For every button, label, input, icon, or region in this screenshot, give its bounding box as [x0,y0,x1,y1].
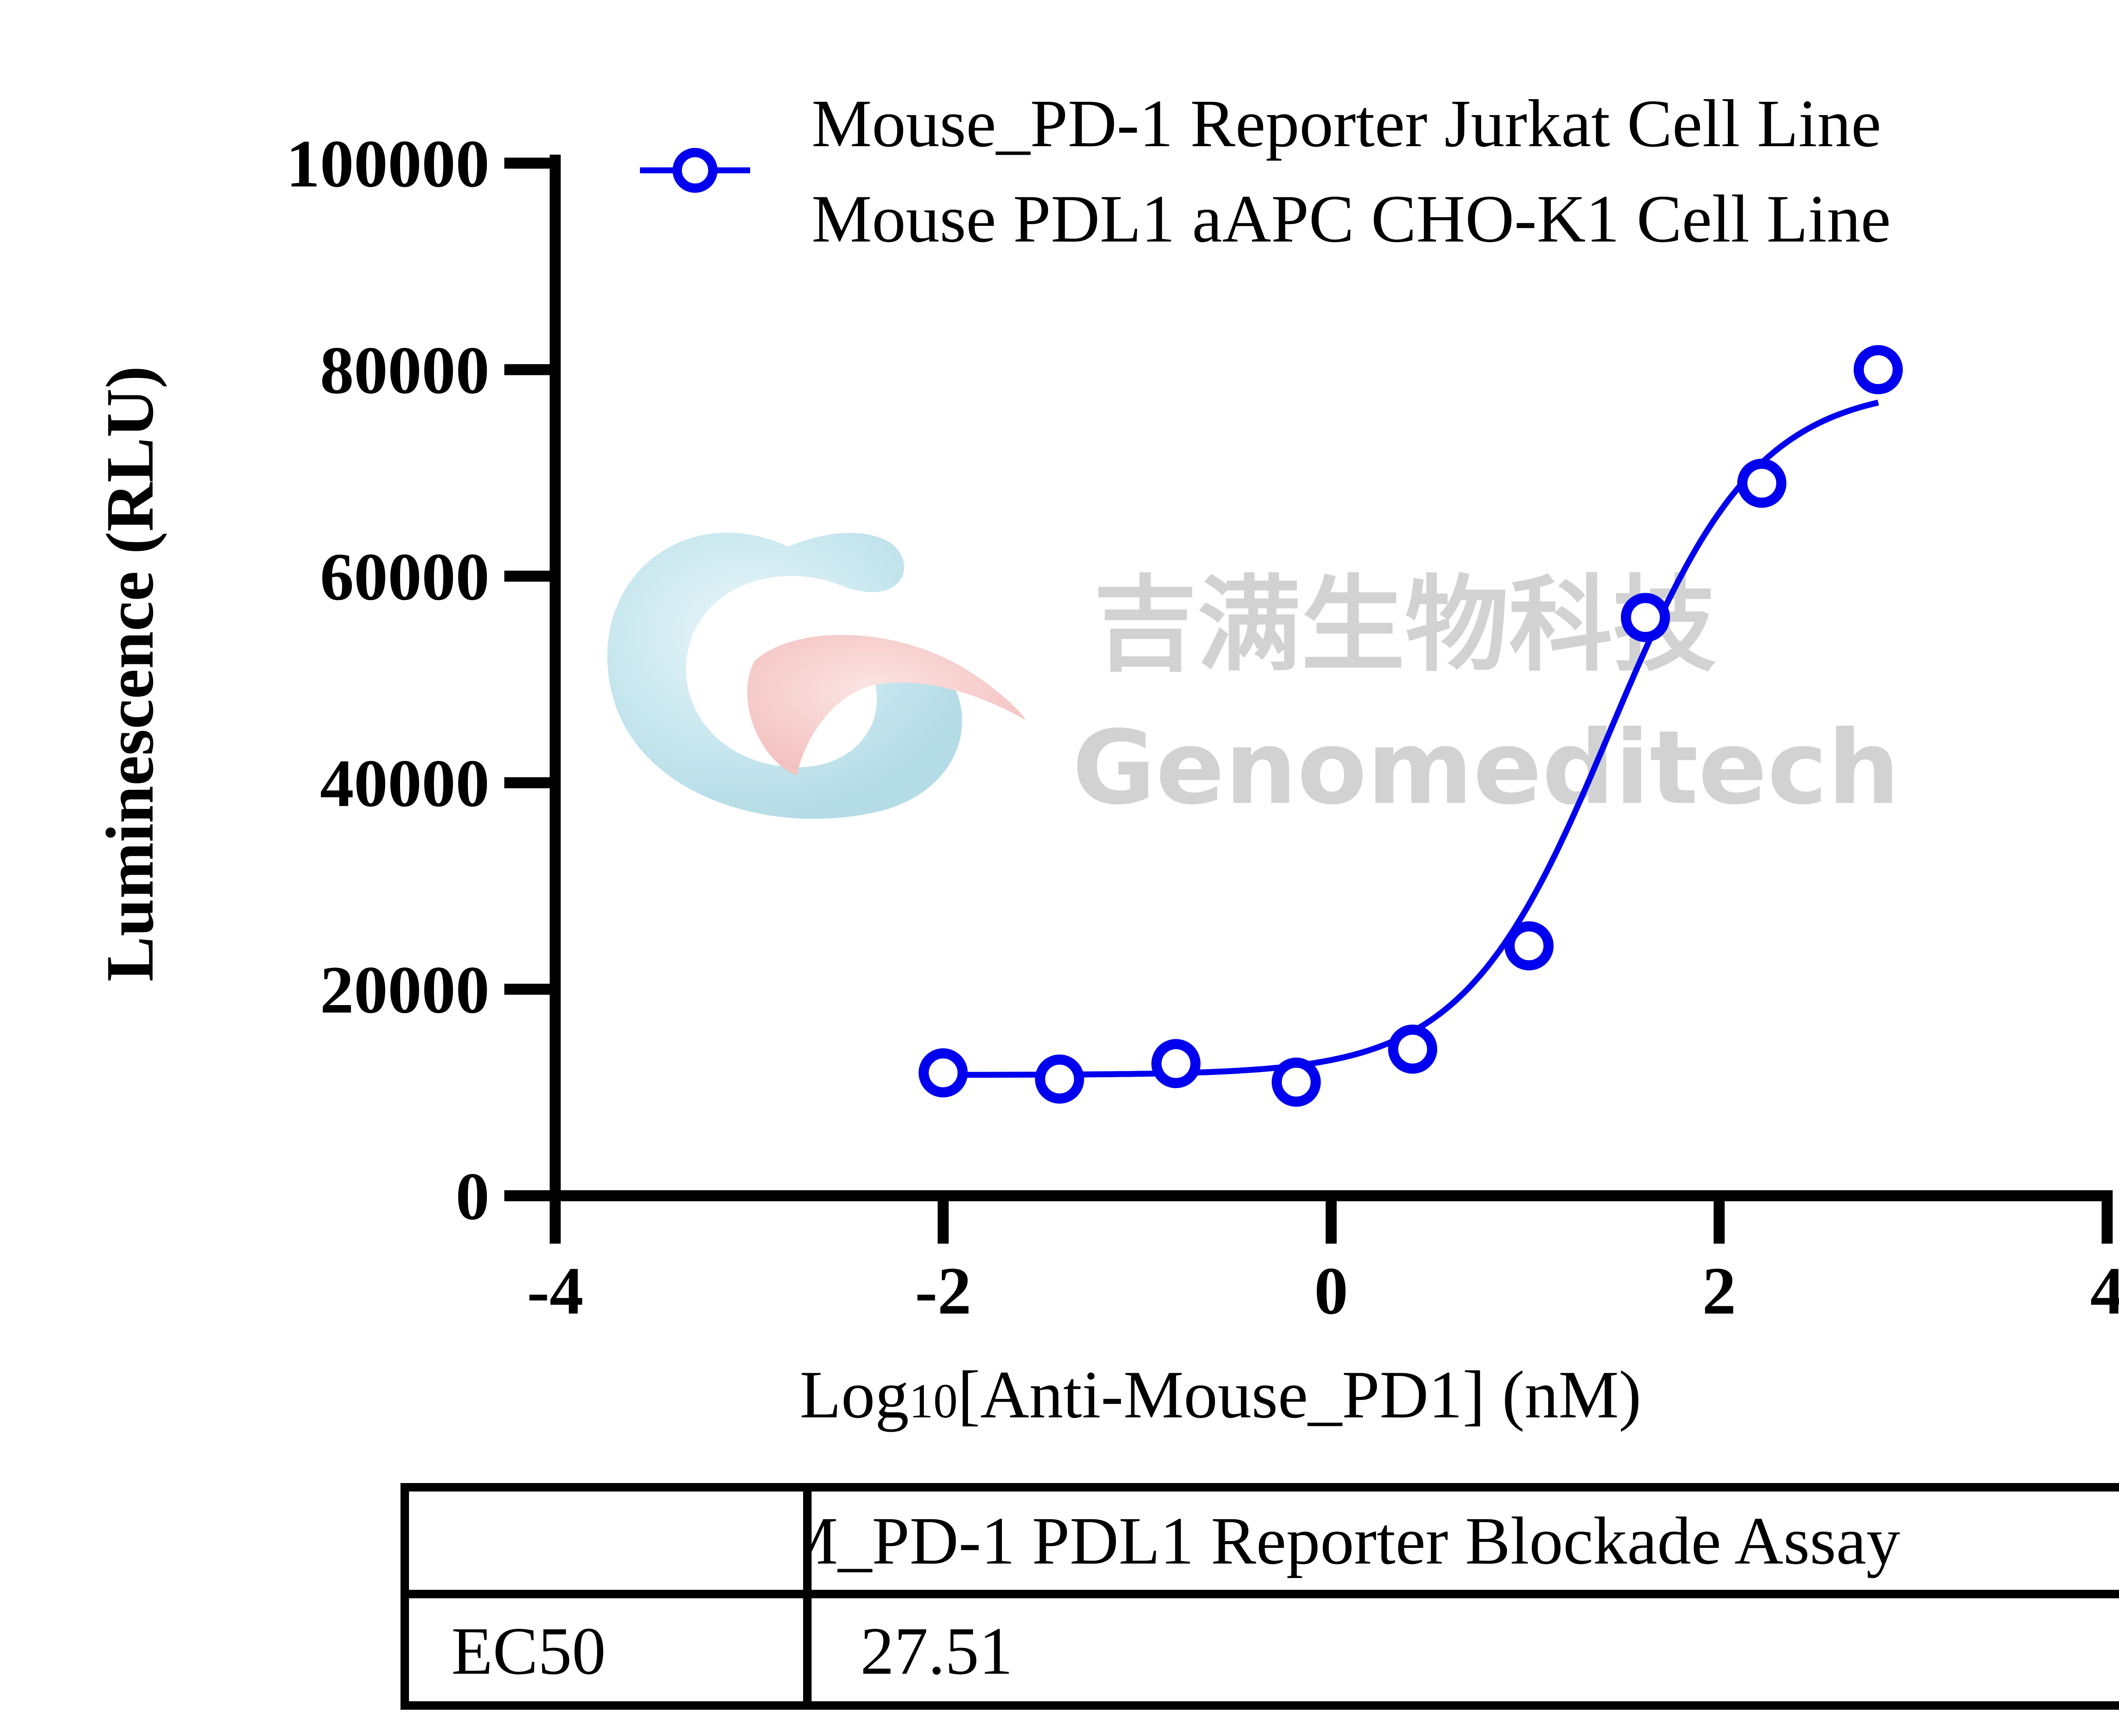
x-axis-title-prefix: Log [800,1357,909,1432]
watermark-chinese: 吉满生物科技 [1093,565,1716,686]
x-tick-label: 2 [1702,1253,1736,1328]
x-axis-ticks: -4 -2 0 2 4 [527,1196,2119,1328]
y-tick-label: 20000 [320,952,489,1028]
watermark-english: Genomeditech [1072,708,1900,827]
x-axis-title-subscript: 10 [909,1374,958,1428]
data-point [1853,345,1903,394]
data-point [1388,1024,1438,1074]
x-tick-label: -2 [915,1253,971,1328]
y-axis-ticks: 0 20000 40000 60000 80000 100000 [286,126,555,1234]
ec50-table: M_PD-1 PDL1 Reporter Blockade Assay EC50… [400,1483,2119,1710]
y-tick-label: 100000 [286,126,489,201]
watermark-logo [607,533,1026,819]
x-axis-title-suffix: [Anti-Mouse_PD1] (nM) [958,1357,1641,1432]
y-tick-label: 40000 [320,745,489,821]
data-points [918,345,1903,1107]
legend: Mouse_PD-1 Reporter Jurkat Cell Line Mou… [640,86,1891,256]
y-tick-label: 80000 [320,332,489,408]
y-tick-label: 60000 [320,539,489,614]
table-row-value-ec50: 27.51 [860,1613,1013,1689]
data-point [918,1048,968,1097]
legend-marker-swatch [673,148,717,193]
x-axis-title: Log10[Anti-Mouse_PD1] (nM) [800,1357,1641,1432]
y-tick-label: 0 [456,1158,489,1234]
table-header-cell-2: M_PD-1 PDL1 Reporter Blockade Assay [778,1503,1900,1578]
data-point [1621,593,1670,642]
data-point [1035,1054,1085,1104]
x-tick-label: 4 [2090,1253,2119,1328]
table-row-label-ec50: EC50 [451,1613,606,1689]
data-point [1271,1057,1321,1107]
legend-label-line-2: Mouse PDL1 aAPC CHO-K1 Cell Line [812,181,1891,256]
data-point [1151,1039,1201,1089]
data-point [1737,458,1787,508]
x-tick-label: 0 [1314,1253,1348,1328]
y-axis-title: Luminescence (RLU) [92,366,167,981]
legend-label-line-1: Mouse_PD-1 Reporter Jurkat Cell Line [812,86,1881,161]
data-point [1504,921,1554,971]
x-tick-label: -4 [527,1253,583,1328]
